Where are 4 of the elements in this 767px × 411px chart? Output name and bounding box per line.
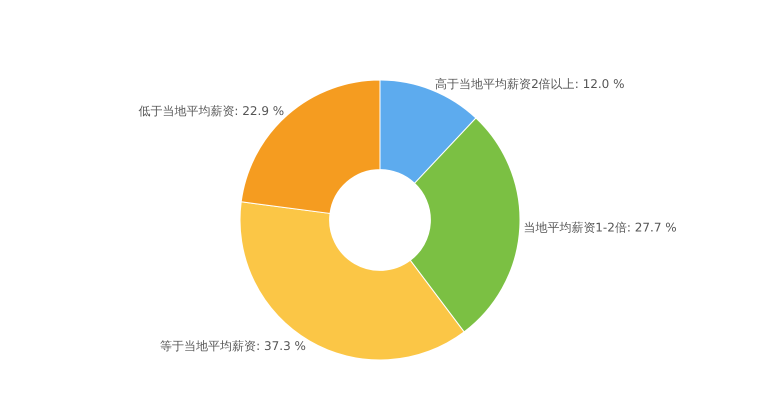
slice-label: 等于当地平均薪资: 37.3 %: [160, 339, 306, 354]
slice-label: 低于当地平均薪资: 22.9 %: [138, 104, 284, 118]
slice-label: 当地平均薪资1-2倍: 27.7 %: [523, 220, 677, 235]
slice-label: 高于当地平均薪资2倍以上: 12.0 %: [435, 76, 625, 91]
